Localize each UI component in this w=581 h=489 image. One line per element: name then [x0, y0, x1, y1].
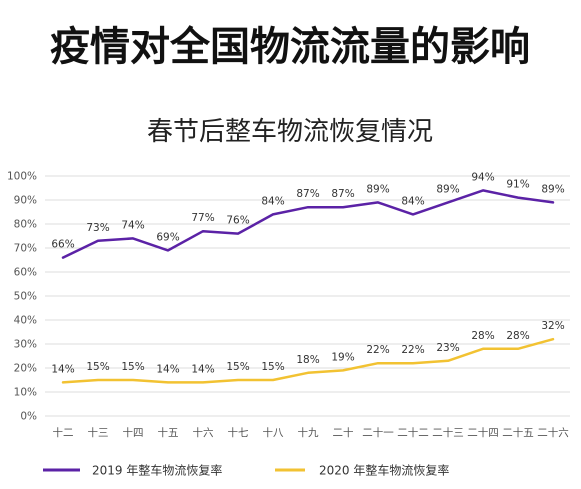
x-tick-label: 二十四 [467, 426, 499, 439]
x-tick-label: 十七 [228, 426, 249, 439]
y-tick-label: 90% [14, 195, 37, 207]
series-lines [61, 189, 555, 384]
data-label: 14% [51, 363, 74, 375]
legend-item-1: 2019 年整车物流恢复率 [43, 463, 222, 478]
data-label: 91% [506, 179, 529, 191]
y-tick-label: 50% [14, 291, 37, 303]
x-tick-label: 二十一 [362, 426, 394, 439]
data-label: 87% [296, 188, 319, 200]
y-tick-label: 40% [14, 315, 37, 327]
y-axis-tick-labels: 0% 10% 20% 30% 40% 50% 60% 70% 80% 90% 100% [7, 171, 37, 423]
data-label: 74% [121, 219, 144, 231]
y-tick-label: 20% [14, 363, 37, 375]
data-label: 15% [86, 361, 109, 373]
x-tick-label: 二十二 [397, 426, 429, 439]
data-label: 66% [51, 239, 74, 251]
data-label: 15% [226, 361, 249, 373]
data-label: 22% [401, 344, 424, 356]
x-tick-label: 十六 [193, 426, 214, 439]
data-label: 14% [191, 363, 214, 375]
x-tick-label: 二十三 [432, 426, 464, 439]
data-label: 94% [471, 171, 494, 183]
x-tick-label: 十八 [263, 426, 284, 439]
gridlines [45, 175, 570, 417]
data-label: 32% [541, 320, 564, 332]
data-label: 87% [331, 188, 354, 200]
series-line-2 [61, 337, 555, 384]
x-tick-label: 十三 [88, 426, 109, 439]
y-tick-label: 10% [14, 387, 37, 399]
data-label: 84% [401, 195, 424, 207]
data-label: 28% [506, 330, 529, 342]
page-heading: 疫情对全国物流流量的影响 [50, 24, 530, 70]
series-line-1 [61, 189, 555, 259]
y-tick-label: 80% [14, 219, 37, 231]
legend: 2019 年整车物流恢复率 2020 年整车物流恢复率 [43, 463, 449, 478]
y-tick-label: 60% [14, 267, 37, 279]
data-label: 15% [121, 361, 144, 373]
data-label: 73% [86, 222, 109, 234]
y-tick-label: 70% [14, 243, 37, 255]
x-tick-label: 十二 [53, 426, 74, 439]
y-tick-label: 30% [14, 339, 37, 351]
x-tick-label: 十五 [158, 426, 179, 439]
x-tick-label: 二十五 [502, 426, 534, 439]
data-label: 15% [261, 361, 284, 373]
data-label: 89% [436, 183, 459, 195]
legend-label: 2019 年整车物流恢复率 [92, 463, 222, 478]
data-label: 84% [261, 195, 284, 207]
data-label: 77% [191, 212, 214, 224]
x-tick-label: 十九 [298, 426, 319, 439]
data-label: 76% [226, 215, 249, 227]
data-label: 28% [471, 330, 494, 342]
y-tick-label: 100% [7, 171, 37, 183]
x-tick-label: 二十 [333, 426, 354, 439]
data-label: 14% [156, 363, 179, 375]
chart-title: 春节后整车物流恢复情况 [147, 117, 433, 147]
legend-item-2: 2020 年整车物流恢复率 [275, 463, 449, 478]
data-label: 23% [436, 342, 459, 354]
data-labels: 66% 73% 74% 69% 77% 76% 84% 87% 87% 89% 84% 89% 94% 9… [51, 171, 564, 375]
y-tick-label: 0% [20, 411, 37, 423]
data-label: 18% [296, 354, 319, 366]
x-tick-label: 二十六 [537, 426, 569, 439]
data-label: 89% [541, 183, 564, 195]
x-axis-tick-labels: 十二 十三 十四 十五 十六 十七 十八 十九 二十 二十一 二十二 二十三 二十四 二十五 二十六 [53, 426, 569, 439]
legend-label: 2020 年整车物流恢复率 [319, 463, 449, 478]
data-label: 22% [366, 344, 389, 356]
data-label: 19% [331, 351, 354, 363]
data-label: 89% [366, 183, 389, 195]
x-tick-label: 十四 [123, 426, 144, 439]
data-label: 69% [156, 231, 179, 243]
